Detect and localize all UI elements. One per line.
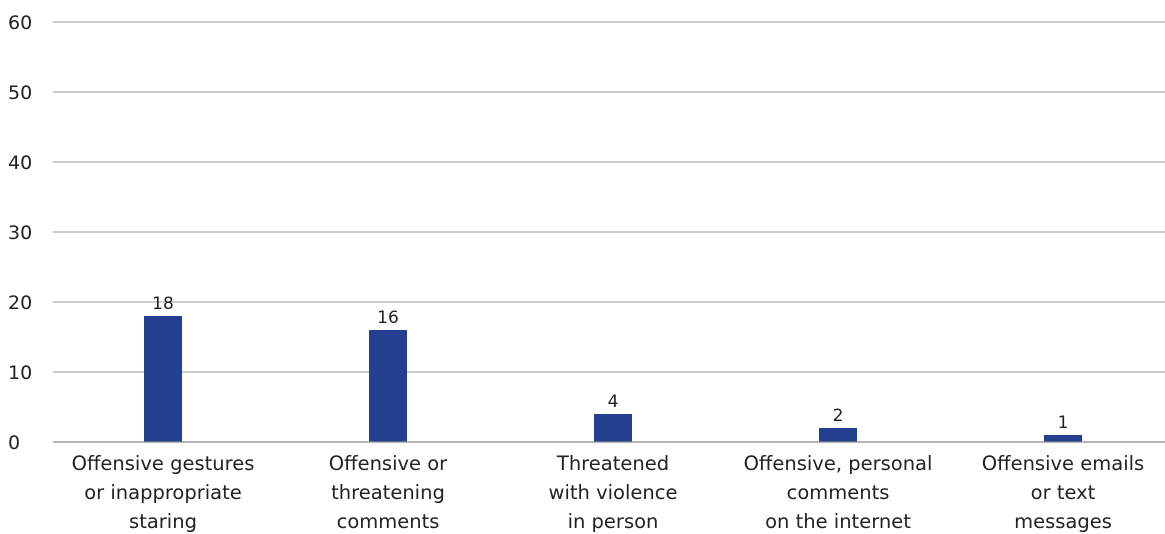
y-tick-label: 40 (8, 152, 32, 174)
bars (144, 316, 1082, 442)
data-label: 18 (152, 294, 174, 314)
x-category-label-line: comments (337, 510, 440, 533)
bar (819, 428, 857, 442)
x-category-label-line: Offensive, personal (744, 452, 933, 475)
y-tick-label: 60 (8, 12, 32, 34)
x-category-label: Threatened with violence in person (549, 452, 678, 533)
x-category-label: Offensive or threatening comments (329, 452, 448, 533)
data-label: 1 (1058, 413, 1069, 433)
gridlines (53, 21, 1165, 373)
bar (594, 414, 632, 442)
x-category-label-line: Threatened (556, 452, 669, 475)
x-category-label-line: Offensive emails (982, 452, 1144, 475)
x-category-label-line: Offensive gestures (72, 452, 255, 475)
bar (369, 330, 407, 442)
x-category-label-line: comments (787, 481, 890, 504)
x-category-label-line: with violence (549, 481, 678, 504)
y-tick-label: 50 (8, 82, 32, 104)
y-tick-label: 30 (8, 222, 32, 244)
x-category-label: Offensive emails or text messages (982, 452, 1144, 533)
x-category-label-line: in person (568, 510, 659, 533)
data-label: 4 (608, 392, 619, 412)
x-category-label-line: staring (129, 510, 197, 533)
x-category-label-line: Offensive or (329, 452, 448, 475)
data-labels: 18 16 4 2 1 (152, 294, 1068, 433)
x-category-label-line: or inappropriate (84, 481, 242, 504)
bar (1044, 435, 1082, 442)
x-category-label-line: or text (1031, 481, 1096, 504)
x-category-label: Offensive, personal comments on the intern… (744, 452, 933, 533)
x-category-label-line: threatening (331, 481, 445, 504)
y-tick-label: 20 (8, 292, 32, 314)
y-tick-label: 0 (8, 432, 20, 454)
x-category-label-line: on the internet (765, 510, 911, 533)
y-axis-ticks: 0 10 20 30 40 50 60 (8, 12, 32, 454)
data-label: 2 (833, 406, 844, 426)
data-label: 16 (377, 308, 399, 328)
x-category-label-line: messages (1014, 510, 1112, 533)
x-category-label: Offensive gestures or inappropriate starin… (72, 452, 255, 533)
y-tick-label: 10 (8, 362, 32, 384)
category-labels: Offensive gestures or inappropriate starin… (72, 452, 1145, 533)
bar (144, 316, 182, 442)
